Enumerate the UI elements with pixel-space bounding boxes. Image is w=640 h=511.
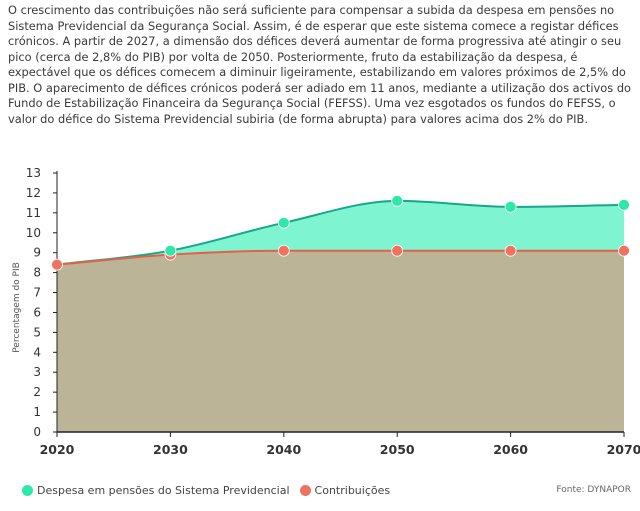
y-tick-label: 4	[33, 345, 41, 359]
despesa-point	[164, 244, 177, 257]
x-tick-label: 2040	[266, 442, 301, 457]
legend-item-despesa[interactable]: Despesa em pensões do Sistema Previdenci…	[22, 484, 290, 497]
legend-dot-despesa	[22, 484, 33, 496]
x-tick-label: 2060	[493, 442, 528, 457]
contribuicoes-point	[504, 244, 517, 257]
y-tick-label: 5	[33, 325, 41, 339]
despesa-point	[504, 200, 517, 213]
y-tick-label: 8	[33, 266, 41, 280]
y-tick-label: 2	[33, 385, 41, 399]
y-tick-label: 11	[26, 206, 41, 220]
y-tick-label: 0	[33, 425, 41, 439]
y-tick-label: 9	[33, 246, 41, 260]
y-tick-label: 10	[26, 226, 41, 240]
y-tick-label: 1	[33, 405, 41, 419]
y-tick-label: 12	[26, 186, 41, 200]
legend: Despesa em pensões do Sistema Previdenci…	[22, 482, 400, 498]
y-tick-label: 6	[33, 305, 41, 319]
x-tick-label: 2070	[607, 442, 640, 457]
x-tick-label: 2030	[153, 442, 188, 457]
despesa-point	[277, 216, 290, 229]
y-tick-label: 3	[33, 365, 41, 379]
legend-label-despesa: Despesa em pensões do Sistema Previdenci…	[37, 483, 290, 497]
legend-dot-contribuicoes	[299, 484, 311, 496]
contribuicoes-line	[56, 249, 624, 266]
contribuicoes-area	[57, 250, 624, 432]
source-credit: Fonte: DYNAPOR	[556, 485, 631, 495]
y-tick-label: 7	[33, 286, 41, 300]
contribuicoes-point	[277, 244, 290, 257]
x-tick-label: 2050	[380, 442, 415, 457]
contribuicoes-point	[391, 244, 404, 257]
legend-item-contribuicoes[interactable]: Contribuições	[299, 483, 391, 497]
despesa-line	[56, 199, 625, 266]
description-paragraph: O crescimento das contribuições não será…	[8, 3, 632, 126]
y-axis-title: Percentagem do PIB	[12, 262, 22, 353]
contribuicoes-point	[51, 258, 63, 271]
despesa-point	[618, 198, 630, 211]
x-tick-label: 2020	[40, 442, 75, 457]
legend-label-contribuicoes: Contribuições	[314, 483, 391, 497]
contribuicoes-point	[618, 244, 630, 257]
y-tick-label: 13	[26, 166, 41, 180]
despesa-point	[391, 194, 404, 207]
